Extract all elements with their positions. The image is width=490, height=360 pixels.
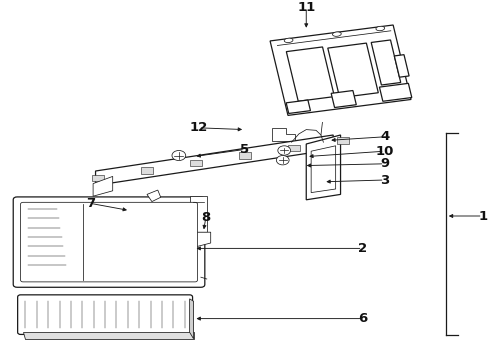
Text: 10: 10 <box>375 145 394 158</box>
Polygon shape <box>190 232 211 248</box>
Polygon shape <box>190 299 194 339</box>
Polygon shape <box>93 176 113 196</box>
Text: 8: 8 <box>201 211 210 224</box>
Polygon shape <box>306 135 341 200</box>
FancyBboxPatch shape <box>18 295 193 334</box>
Polygon shape <box>328 43 378 98</box>
Polygon shape <box>394 55 409 77</box>
Ellipse shape <box>284 38 293 42</box>
Polygon shape <box>331 90 356 108</box>
Text: 6: 6 <box>358 312 367 325</box>
Text: 12: 12 <box>189 121 208 134</box>
Polygon shape <box>147 190 161 202</box>
Polygon shape <box>272 128 295 141</box>
Polygon shape <box>286 100 311 113</box>
Text: 3: 3 <box>380 174 389 186</box>
Ellipse shape <box>333 32 341 36</box>
Ellipse shape <box>278 146 291 155</box>
FancyBboxPatch shape <box>13 197 205 287</box>
Bar <box>141 167 153 174</box>
Polygon shape <box>23 332 194 339</box>
Polygon shape <box>270 25 411 116</box>
Bar <box>288 145 300 151</box>
FancyBboxPatch shape <box>21 202 197 282</box>
Ellipse shape <box>276 156 289 165</box>
Polygon shape <box>286 47 335 101</box>
Ellipse shape <box>172 150 186 161</box>
Polygon shape <box>379 84 412 101</box>
Text: 11: 11 <box>297 1 316 14</box>
Text: 1: 1 <box>478 210 487 222</box>
Text: 7: 7 <box>86 197 95 210</box>
Text: 2: 2 <box>358 242 367 255</box>
Bar <box>190 196 207 232</box>
Bar <box>337 138 349 144</box>
Bar <box>190 160 202 166</box>
Text: 5: 5 <box>241 143 249 156</box>
Polygon shape <box>96 135 333 185</box>
Bar <box>239 152 251 159</box>
Bar <box>92 175 104 181</box>
Ellipse shape <box>376 26 385 31</box>
Text: 9: 9 <box>380 157 389 170</box>
Text: 4: 4 <box>380 130 389 143</box>
Polygon shape <box>371 40 401 85</box>
